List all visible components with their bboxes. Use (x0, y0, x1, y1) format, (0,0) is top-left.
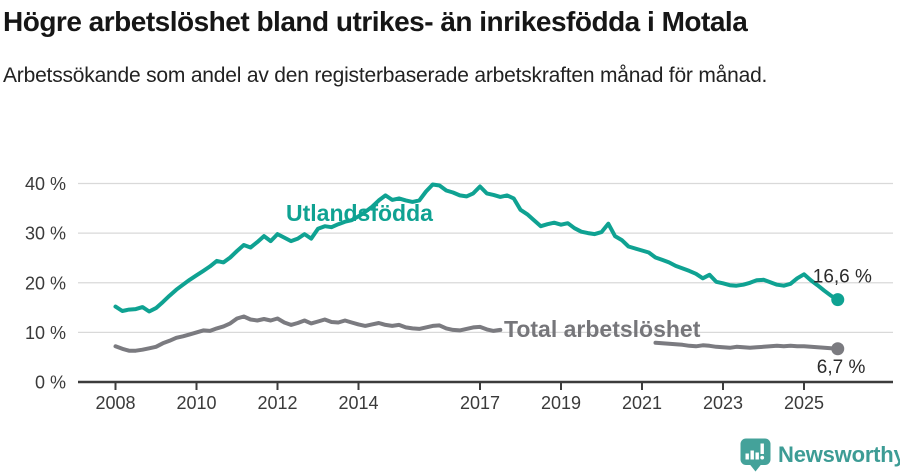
x-axis-label-2023: 2023 (703, 393, 743, 413)
logo-bars (745, 443, 765, 460)
y-axis-label-0: 0 % (35, 373, 66, 393)
series-label-total-arbetsloshet: Total arbetslöshet (504, 316, 701, 342)
x-axis-label-2025: 2025 (784, 393, 824, 413)
y-axis-label-10: 10 % (25, 323, 66, 343)
x-axis-label-2010: 2010 (176, 393, 216, 413)
x-axis-label-2012: 2012 (257, 393, 297, 413)
newsworthy-chart-bubble-icon (740, 438, 771, 472)
y-axis-label-20: 20 % (25, 273, 66, 293)
y-axis-label-30: 30 % (25, 224, 66, 244)
end-value-label-total-arbetsloshet: 6,7 % (817, 357, 866, 378)
x-axis-label-2014: 2014 (338, 393, 378, 413)
newsworthy-logo: Newsworthy (740, 438, 900, 472)
series-label-utlandsfodda: Utlandsfödda (286, 200, 433, 226)
brand-wordmark: Newsworthy (778, 442, 900, 467)
x-axis-label-2021: 2021 (622, 393, 662, 413)
series-line-total-arbetsloshet (113, 314, 840, 353)
y-axis-label-40: 40 % (25, 174, 66, 194)
x-axis-label-2019: 2019 (541, 393, 581, 413)
series-line-utlandsfodda (113, 182, 840, 314)
series-endpoint-total-arbetsloshet (831, 342, 845, 356)
end-value-label-utlandsfodda: 16,6 % (813, 267, 872, 288)
x-axis-label-2017: 2017 (460, 393, 500, 413)
series-endpoint-utlandsfodda (831, 293, 845, 307)
x-axis-label-2008: 2008 (95, 393, 135, 413)
page-title: Högre arbetslöshet bland utrikes- än inr… (3, 6, 748, 37)
page-subtitle: Arbetssökande som andel av den registerb… (3, 64, 768, 87)
